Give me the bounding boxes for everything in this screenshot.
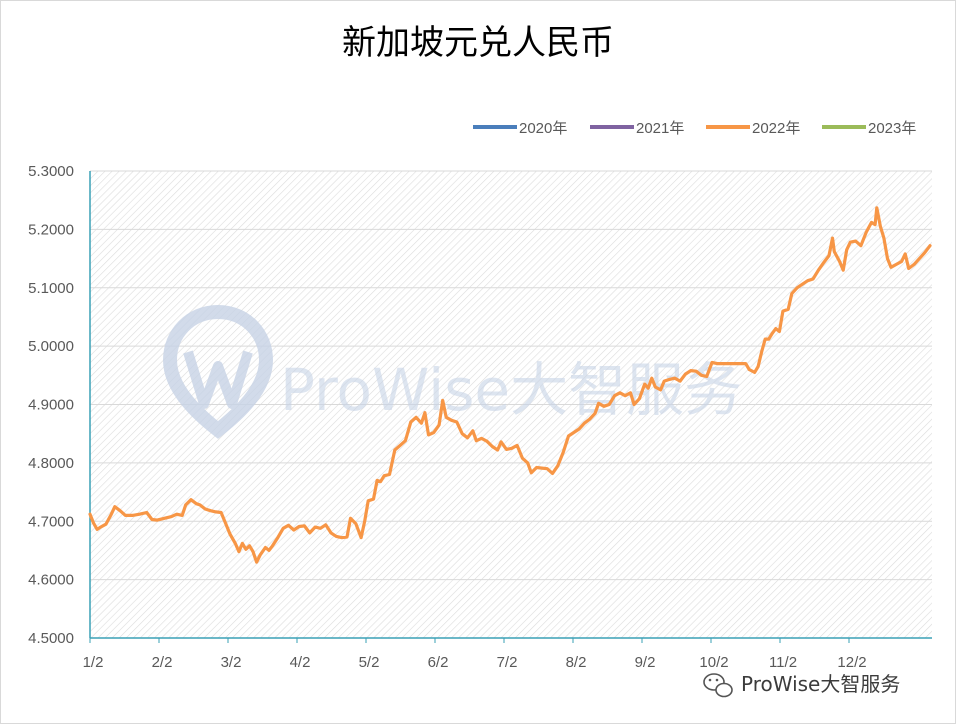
y-tick-label: 4.6000 (28, 572, 74, 589)
y-axis-ticks: 4.5000 4.6000 4.7000 4.8000 4.9000 5.0000 5.10… (28, 163, 74, 647)
x-tick-label: 5/2 (359, 654, 380, 671)
prowise-logo-icon (162, 304, 274, 439)
x-tick-label: 7/2 (497, 654, 518, 671)
x-tick-label: 3/2 (221, 654, 242, 671)
watermark-text: ProWise大智服务 (280, 356, 742, 424)
y-tick-label: 4.9000 (28, 397, 74, 414)
y-tick-label: 5.1000 (28, 280, 74, 297)
y-tick-label: 4.8000 (28, 455, 74, 472)
wechat-icon (703, 673, 733, 698)
axes (89, 171, 932, 639)
footer-text: ProWise大智服务 (741, 672, 900, 696)
legend: 2020年 2021年 2022年 2023年 (473, 120, 916, 137)
y-tick-label: 5.0000 (28, 338, 74, 355)
y-tick-label: 4.7000 (28, 513, 74, 530)
legend-label: 2020年 (519, 120, 567, 137)
series-line-2 (88, 206, 932, 564)
y-tick-label: 5.2000 (28, 221, 74, 238)
chart-title: 新加坡元兑人民币 (342, 23, 614, 63)
x-axis-ticks: 1/2 2/2 3/2 4/2 5/2 6/2 7/2 8/2 9/2 10/2 11/2 12/2 (83, 638, 867, 671)
x-tick-label: 1/2 (83, 654, 104, 671)
y-tick-label: 5.3000 (28, 163, 74, 180)
gridlines (90, 170, 932, 581)
x-tick-label: 10/2 (699, 654, 728, 671)
x-tick-label: 6/2 (428, 654, 449, 671)
legend-label: 2023年 (868, 120, 916, 137)
y-tick-label: 4.5000 (28, 630, 74, 647)
x-tick-label: 11/2 (769, 654, 797, 671)
x-tick-label: 12/2 (837, 654, 866, 671)
legend-label: 2021年 (636, 120, 684, 137)
x-tick-label: 4/2 (290, 654, 311, 671)
series-layer (88, 206, 932, 564)
footer-brand: ProWise大智服务 (703, 672, 900, 698)
x-tick-label: 8/2 (566, 654, 587, 671)
x-tick-label: 2/2 (152, 654, 173, 671)
x-tick-label: 9/2 (635, 654, 656, 671)
legend-label: 2022年 (752, 120, 800, 137)
watermark: ProWise大智服务 (162, 304, 742, 439)
